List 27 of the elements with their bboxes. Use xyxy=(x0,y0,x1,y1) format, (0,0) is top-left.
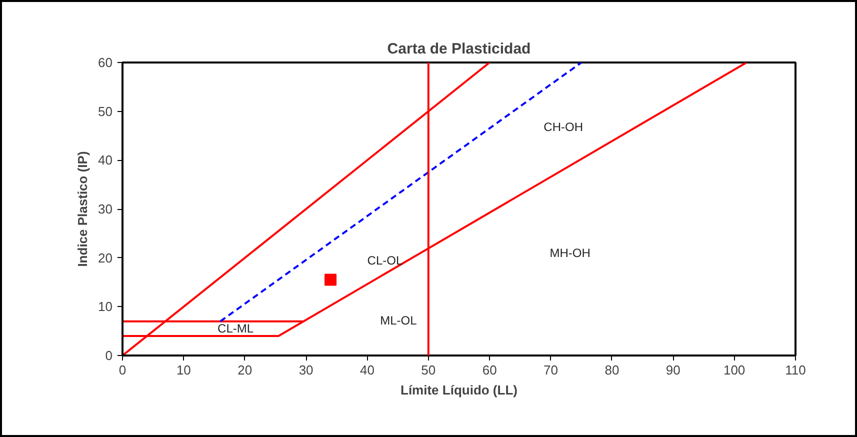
x-tick-label: 10 xyxy=(176,362,191,378)
x-tick-label: 110 xyxy=(785,362,806,378)
x-tick-label: 90 xyxy=(666,362,680,378)
y-axis-title: Indice Plastico (IP) xyxy=(75,151,90,267)
y-tick-label: 60 xyxy=(98,55,113,70)
chart-title: Carta de Plasticidad xyxy=(387,40,531,58)
x-tick-label: 80 xyxy=(604,362,620,378)
x-tick-label: 20 xyxy=(238,362,252,378)
x-tick-label: 100 xyxy=(723,362,746,378)
x-tick-label: 50 xyxy=(421,362,436,378)
y-tick-label: 20 xyxy=(98,250,113,266)
y-tick-label: 40 xyxy=(98,152,113,168)
x-tick-label: 70 xyxy=(544,362,558,378)
annotation: ML-OL xyxy=(380,313,418,328)
y-tick-label: 50 xyxy=(98,104,113,119)
x-tick-label: 40 xyxy=(360,362,374,378)
x-tick-label: 30 xyxy=(298,362,314,378)
x-tick-label: 0 xyxy=(118,362,126,378)
x-tick-label: 60 xyxy=(482,362,497,378)
annotation: MH-OH xyxy=(550,246,590,260)
y-tick-label: 10 xyxy=(98,299,113,314)
annotation: CH-OH xyxy=(544,120,583,134)
annotation: CL-ML xyxy=(218,322,254,336)
x-axis-title: Límite Líquido (LL) xyxy=(400,382,518,398)
y-tick-label: 30 xyxy=(98,202,113,216)
annotation: CL-OL xyxy=(367,253,403,268)
y-tick-label: 0 xyxy=(105,348,113,363)
